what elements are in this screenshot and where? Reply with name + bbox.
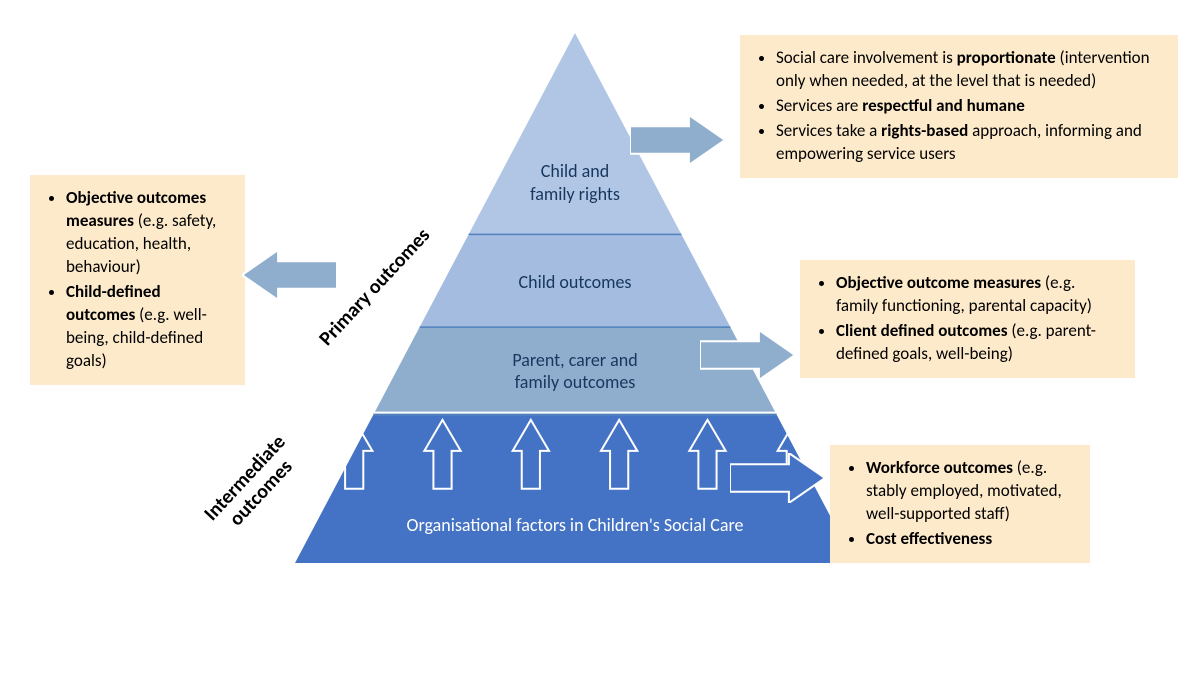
- arrow-right-icon: [700, 330, 795, 380]
- callout-family-outcomes: Objective outcome measures (e.g. family …: [800, 260, 1135, 378]
- arrow-left-icon: [242, 250, 337, 300]
- callout-bullet: Services take a rights-based approach, i…: [776, 120, 1164, 166]
- callout-bullet: Services are respectful and humane: [776, 95, 1164, 118]
- callout-child-outcomes: Objective outcomes measures (e.g. safety…: [30, 175, 245, 385]
- axis-label-intermediate: Intermediateoutcomes: [200, 431, 306, 540]
- arrow-right-icon: [630, 115, 725, 165]
- callout-org-outcomes: Workforce outcomes (e.g. stably employed…: [830, 445, 1090, 563]
- pyramid-layer-label: Organisational factors in Children's Soc…: [295, 514, 855, 537]
- arrow-right-icon: [730, 453, 825, 503]
- callout-bullet: Objective outcomes measures (e.g. safety…: [66, 187, 231, 279]
- callout-rights: Social care involvement is proportionate…: [740, 35, 1178, 178]
- callout-bullet: Client defined outcomes (e.g. parent-def…: [836, 320, 1121, 366]
- callout-bullet: Child-defined outcomes (e.g. well-being,…: [66, 281, 231, 373]
- callout-bullet: Social care involvement is proportionate…: [776, 47, 1164, 93]
- callout-bullet: Cost effectiveness: [866, 528, 1076, 551]
- callout-bullet: Objective outcome measures (e.g. family …: [836, 272, 1121, 318]
- callout-bullet: Workforce outcomes (e.g. stably employed…: [866, 457, 1076, 526]
